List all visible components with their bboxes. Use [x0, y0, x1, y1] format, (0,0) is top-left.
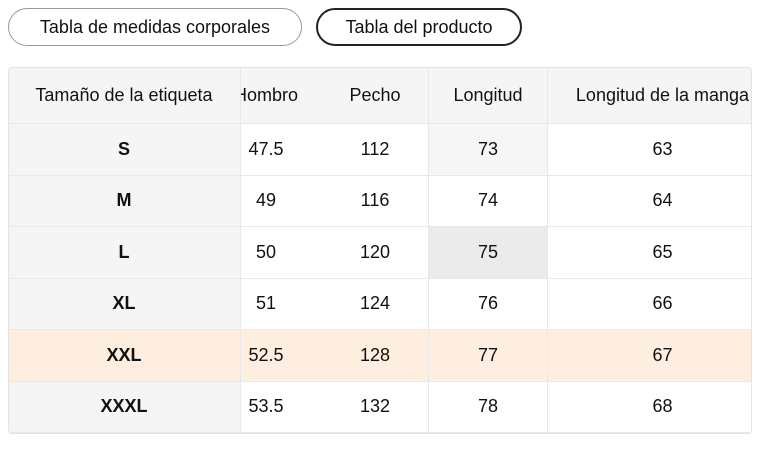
table-cell: 112 — [322, 124, 429, 176]
table-cell: 68 — [548, 381, 751, 433]
table-cell: L — [9, 227, 241, 279]
table-cell: 124 — [322, 278, 429, 330]
tab[interactable]: Tabla de medidas corporales — [8, 8, 302, 46]
table-cell: 132 — [322, 381, 429, 433]
table-cell: 63 — [548, 124, 751, 176]
header-cell: Tamaño de la etiqueta — [9, 68, 241, 124]
table-cell: XXXL — [9, 381, 241, 433]
header-cell: Pecho — [322, 68, 429, 124]
table-cell: 64 — [548, 175, 751, 227]
table-cell: M — [9, 175, 241, 227]
table-cell: 78 — [429, 381, 548, 433]
table-cell: 74 — [429, 175, 548, 227]
table-cell: 120 — [322, 227, 429, 279]
header-cell: Longitud — [429, 68, 548, 124]
table-cell: XXL — [9, 330, 241, 382]
table-cell: 116 — [322, 175, 429, 227]
table-cell: 77 — [429, 330, 548, 382]
table-cell: XL — [9, 278, 241, 330]
table-cell: S — [9, 124, 241, 176]
tab-active[interactable]: Tabla del producto — [316, 8, 522, 46]
size-table: Hombro 47.5 49 50 51 52.5 53.5 Pecho 112 116 120 12… — [8, 67, 752, 434]
table-cell: 66 — [548, 278, 751, 330]
table-cell: 128 — [322, 330, 429, 382]
table-cell: 76 — [429, 278, 548, 330]
table-cell: 73 — [429, 124, 548, 176]
table-cell: 67 — [548, 330, 751, 382]
table-cell: 65 — [548, 227, 751, 279]
header-cell: Longitud de la manga — [548, 68, 751, 124]
table-cell: 75 — [429, 227, 548, 279]
